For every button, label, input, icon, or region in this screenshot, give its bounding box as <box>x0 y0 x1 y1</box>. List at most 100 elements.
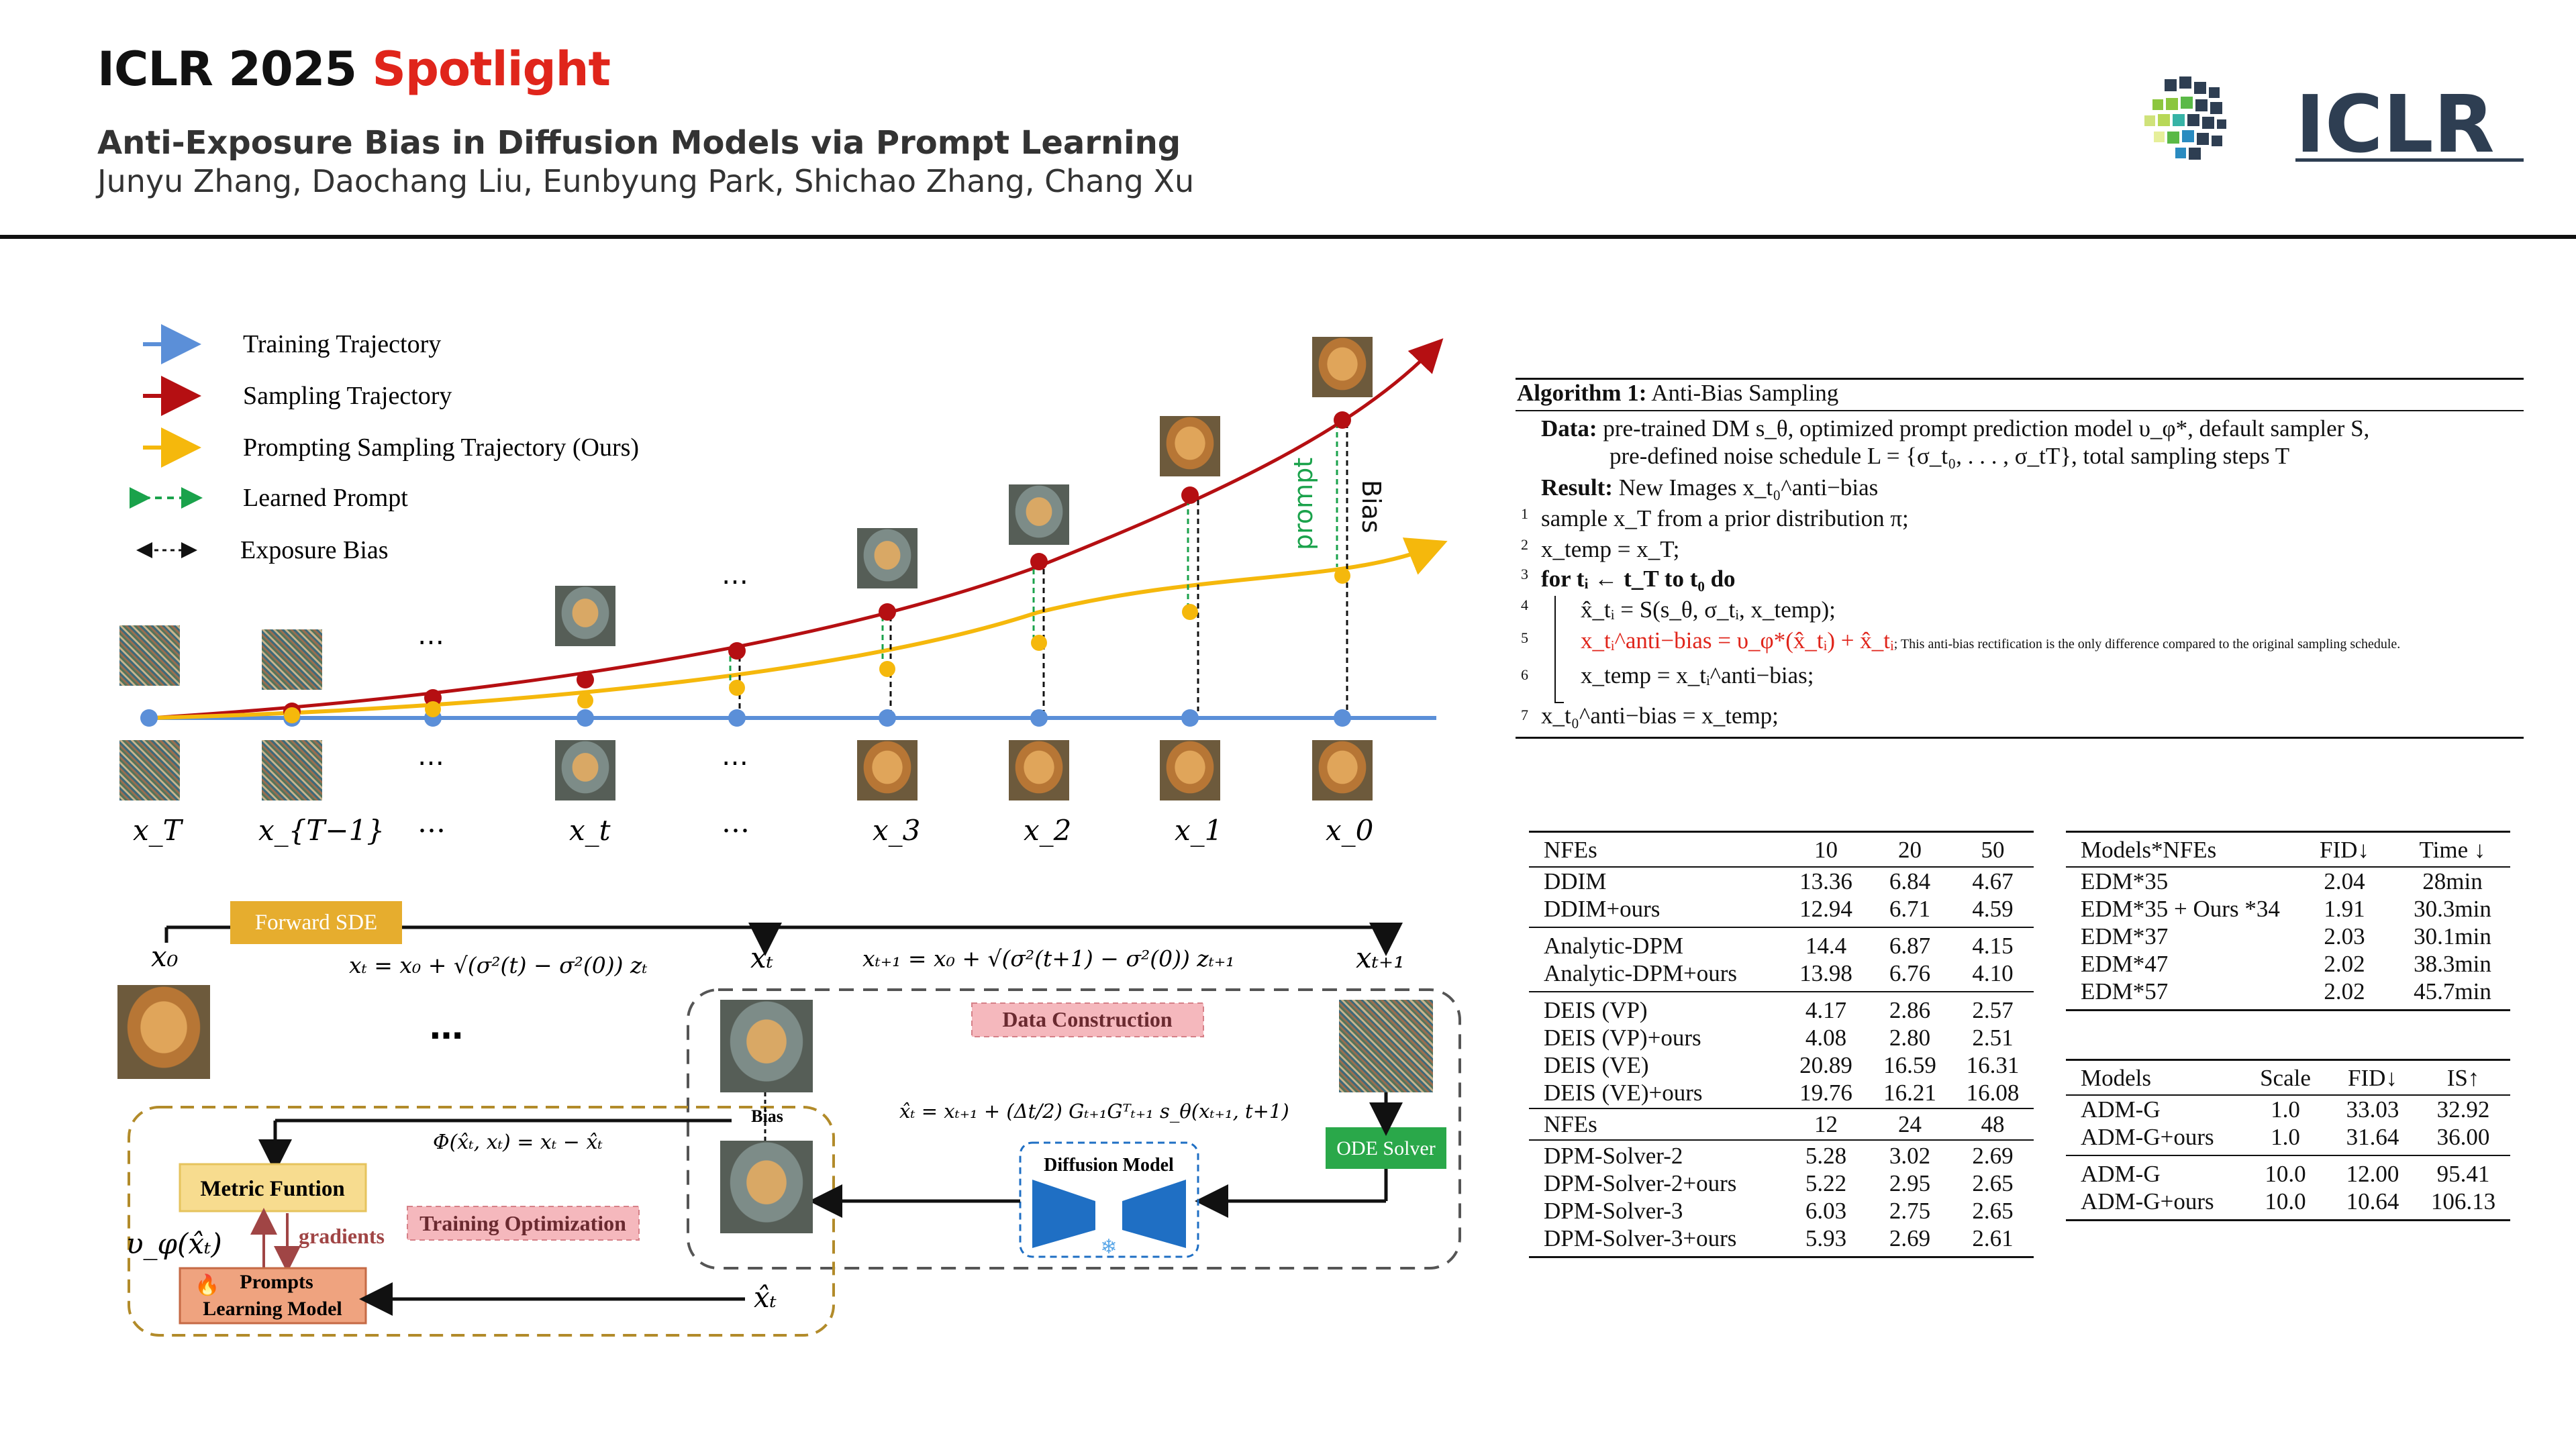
algorithm-box: Algorithm 1: Anti-Bias Sampling Data: pr… <box>1516 378 2524 739</box>
label-xT1: x_{T−1} <box>258 814 385 847</box>
point-dots1-prompting <box>425 701 441 717</box>
prompts-learning-model-box <box>179 1267 367 1325</box>
algorithm-data-label: Data: <box>1541 415 1597 442</box>
noisy-dog-image-xt-bottom <box>555 740 615 800</box>
legend-sampling: Sampling Trajectory <box>243 382 452 410</box>
legend-prompting: Prompting Sampling Trajectory (Ours) <box>243 433 639 462</box>
table-cell: 30.3min <box>2414 896 2491 922</box>
conference-name: ICLR 2025 <box>97 42 357 97</box>
table-row: DEIS (VE)+ours 19.76 16.21 16.08 <box>1529 1079 2034 1106</box>
table-cell: 2.61 <box>1972 1225 2014 1251</box>
pipeline-dots: … <box>430 1008 463 1047</box>
conference-label: ICLR 2025 Spotlight <box>97 42 611 97</box>
sampling-trajectory-curve <box>148 338 1444 720</box>
table-cell: 16.59 <box>1883 1052 1936 1078</box>
table-row: ADM-G 1.0 33.03 32.92 <box>2066 1096 2510 1123</box>
table-cell: DPM-Solver-3 <box>1544 1198 1683 1224</box>
dog-image-x0-bottom <box>1312 740 1373 800</box>
algo-line-1: sample x_T from a prior distribution π; <box>1541 505 1909 531</box>
header-divider <box>0 235 2576 239</box>
algo-line-7: x_t₀^anti−bias = x_temp; <box>1541 703 1779 729</box>
table-cell: 2.04 <box>2324 868 2365 894</box>
label-dots2: … <box>722 806 750 839</box>
table-cell: 4.15 <box>1972 933 2014 959</box>
point-dots2-sampling <box>728 642 746 660</box>
eq-forward-1: xₜ = x₀ + √(σ²(t) − σ²(0)) zₜ <box>349 952 648 978</box>
label-xT: x_T <box>133 814 184 847</box>
table-cell: 5.28 <box>1805 1143 1847 1169</box>
algorithm-data-line2: pre-defined noise schedule L = {σ_t₀, . … <box>1609 443 2290 469</box>
table-cell: 10.64 <box>2346 1188 2399 1214</box>
point-dots2-training <box>728 709 746 727</box>
table-row: DPM-Solver-2+ours 5.22 2.95 2.65 <box>1529 1170 2034 1197</box>
table-row: DPM-Solver-2 5.28 3.02 2.69 <box>1529 1142 2034 1170</box>
algo-line-5-note: ; This anti-bias rectification is the on… <box>1893 637 2401 652</box>
table-cell: DDIM <box>1544 868 1607 894</box>
table-cell: 2.03 <box>2324 923 2365 949</box>
algo-line-3: for tᵢ ← t_T to t₀ do <box>1541 566 1736 592</box>
table1-header-cell: 50 <box>1981 836 2005 863</box>
point-xt-prompting <box>577 692 593 709</box>
diffusion-model-box <box>1019 1141 1199 1258</box>
table-cell: 14.4 <box>1805 933 1847 959</box>
table-cell: DEIS (VE)+ours <box>1544 1080 1703 1106</box>
data-construction-box <box>971 1002 1204 1037</box>
table2-header-row: Models*NFEs FID↓ Time ↓ <box>2066 833 2510 866</box>
table-cell: 1.91 <box>2324 896 2365 922</box>
table-row: Analytic-DPM+ours 13.98 6.76 4.10 <box>1529 960 2034 987</box>
table3-header-cell: FID↓ <box>2348 1064 2397 1091</box>
point-dots1-sampling <box>424 689 442 707</box>
table-cell: 33.03 <box>2346 1096 2399 1123</box>
point-x1-training <box>1181 709 1199 727</box>
table-cell: 38.3min <box>2414 951 2491 977</box>
table-row: DEIS (VP) 4.17 2.86 2.57 <box>1529 996 2034 1024</box>
eq-ode: x̂ₜ = xₜ₊₁ + (Δt/2) Gₜ₊₁Gᵀₜ₊₁ s_θ(xₜ₊₁, … <box>899 1100 1289 1123</box>
table-cell: 2.57 <box>1972 997 2014 1023</box>
forward-sde-box <box>230 901 402 944</box>
pipeline-xt1: xₜ₊₁ <box>1356 941 1405 974</box>
table-cell: 32.92 <box>2436 1096 2490 1123</box>
table1-header-cell: 20 <box>1898 836 1922 863</box>
algo-line-5: x_tᵢ^anti−bias = υ_φ*(x̂_tᵢ) + x̂_tᵢ <box>1581 627 1894 654</box>
noisy-dog-image-x2-top <box>1009 484 1069 545</box>
ellipsis-bottom-1: … <box>417 741 444 772</box>
algorithm-result-label: Result: <box>1541 474 1613 501</box>
table-cell: 31.64 <box>2346 1124 2399 1150</box>
algo-line-4-number: 4 <box>1521 597 1528 613</box>
table-row: Analytic-DPM 14.4 6.87 4.15 <box>1529 932 2034 960</box>
spotlight-label: Spotlight <box>372 42 611 97</box>
table-row: DPM-Solver-3 6.03 2.75 2.65 <box>1529 1197 2034 1225</box>
table-row: EDM*57 2.02 45.7min <box>2066 978 2510 1005</box>
table-cell: 2.69 <box>1972 1143 2014 1169</box>
table-row: DEIS (VE) 20.89 16.59 16.31 <box>1529 1051 2034 1079</box>
table-cell: 2.75 <box>1889 1198 1931 1224</box>
table1-header2-row: NFEs 12 24 48 <box>1529 1110 2034 1138</box>
table-row: EDM*37 2.03 30.1min <box>2066 923 2510 950</box>
table-row: DDIM+ours 12.94 6.71 4.59 <box>1529 895 2034 923</box>
label-xt: x_t <box>569 814 611 847</box>
label-dots1: … <box>417 806 446 839</box>
table-cell: ADM-G <box>2081 1161 2161 1187</box>
table-adm: Models Scale FID↓ IS↑ ADM-G 1.0 33.03 32.92… <box>2066 1059 2510 1221</box>
table-cell: 6.84 <box>1889 868 1931 894</box>
table-cell: 6.71 <box>1889 896 1931 922</box>
table-cell: DEIS (VE) <box>1544 1052 1649 1078</box>
table-cell: 95.41 <box>2436 1161 2490 1187</box>
table-cell: 10.0 <box>2265 1161 2306 1187</box>
gradients-label: gradients <box>299 1224 385 1248</box>
point-x0-prompting <box>1334 568 1350 584</box>
algo-line-6: x_temp = x_tᵢ^anti−bias; <box>1581 662 1814 688</box>
legend-training: Training Trajectory <box>243 330 441 358</box>
table-cell: 2.69 <box>1889 1225 1931 1251</box>
metric-function-box <box>179 1163 367 1212</box>
table-cell: 2.95 <box>1889 1170 1931 1196</box>
eq-forward-2: xₜ₊₁ = x₀ + √(σ²(t+1) − σ²(0)) zₜ₊₁ <box>862 945 1234 972</box>
table-cell: 20.89 <box>1799 1052 1852 1078</box>
table-cell: 16.21 <box>1883 1080 1936 1106</box>
table-cell: 36.00 <box>2436 1124 2490 1150</box>
table-cell: DPM-Solver-3+ours <box>1544 1225 1737 1251</box>
noisy-dog-image-xhat-pipeline <box>720 1141 813 1233</box>
table-cell: 4.17 <box>1805 997 1847 1023</box>
table-cell: 4.10 <box>1972 960 2014 986</box>
dog-image-x0-pipeline <box>117 985 210 1079</box>
